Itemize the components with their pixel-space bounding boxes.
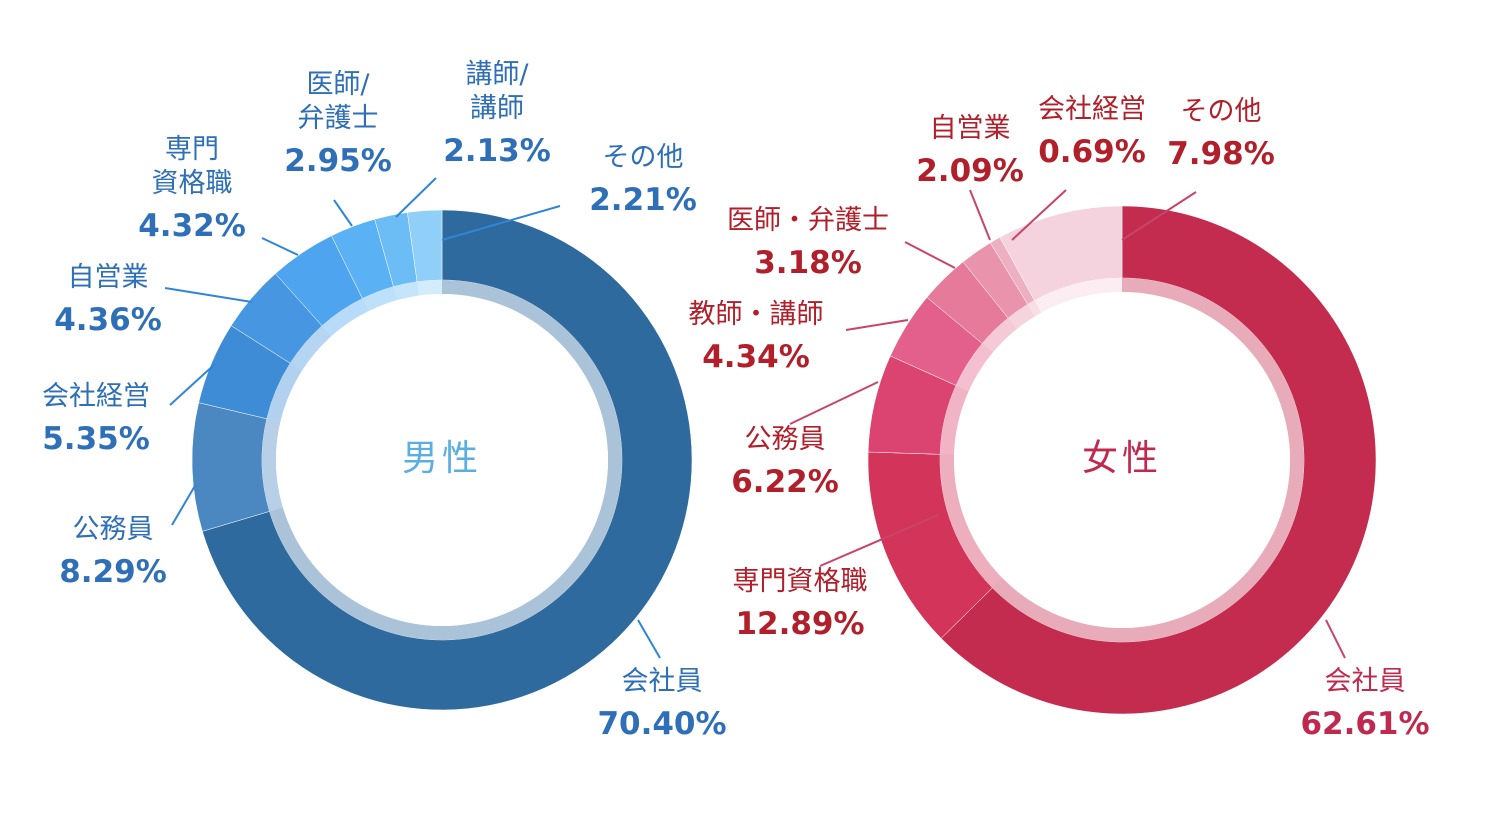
slice-value-7: 2.21%	[589, 182, 697, 218]
slice-ring-0	[992, 278, 1305, 642]
donut-hole	[276, 294, 608, 626]
slice-label-3: 自営業	[68, 262, 149, 293]
slice-label-5: 弁護士	[298, 103, 379, 134]
slice-label-6: 講師/	[465, 59, 529, 90]
slice-ring-7	[417, 280, 442, 296]
slice-value-2: 5.35%	[42, 421, 150, 457]
slice-value-1: 12.89%	[735, 606, 864, 642]
slice-label-2: 会社経営	[42, 381, 150, 412]
slice-value-5: 2.95%	[284, 143, 392, 179]
leader-line-4	[904, 241, 956, 269]
leader-line-5	[969, 189, 991, 241]
slice-value-6: 2.13%	[443, 133, 551, 169]
slice-value-4: 4.32%	[138, 208, 246, 244]
slice-ring-3	[290, 325, 332, 371]
chart-title: 女性	[1082, 438, 1162, 479]
slice-ring-1	[262, 418, 283, 512]
slice-label-7: その他	[603, 142, 684, 173]
slice-label-6: 講師	[470, 93, 524, 124]
slice-value-0: 70.40%	[597, 706, 726, 742]
slice-1	[191, 402, 270, 532]
slice-ring-6	[1027, 300, 1042, 317]
leader-line-3	[164, 287, 253, 303]
slice-ring-2	[266, 363, 303, 422]
slice-ring-4	[982, 318, 1017, 353]
slice-value-5: 2.09%	[916, 153, 1024, 189]
slice-label-6: 会社経営	[1038, 94, 1146, 125]
leader-line-7	[1121, 191, 1197, 241]
slice-value-3: 4.36%	[54, 302, 162, 338]
slice-ring-3	[955, 343, 993, 392]
leader-line-0	[1325, 619, 1346, 659]
slice-label-1: 公務員	[73, 514, 154, 545]
slice-label-7: その他	[1181, 96, 1262, 127]
slice-label-3: 教師・講師	[689, 299, 824, 330]
leader-line-1	[819, 514, 939, 567]
leader-line-0	[637, 619, 661, 659]
slice-7	[999, 205, 1123, 301]
slice-label-5: 自営業	[930, 113, 1011, 144]
slice-value-1: 8.29%	[59, 554, 167, 590]
slice-ring-7	[1034, 278, 1122, 313]
slice-0	[202, 209, 693, 711]
slice-ring-6	[393, 281, 420, 301]
slice-value-3: 4.34%	[702, 339, 810, 375]
slice-label-4: 医師・弁護士	[727, 205, 889, 236]
slice-value-6: 0.69%	[1038, 134, 1146, 170]
leader-line-5	[333, 199, 353, 227]
slice-ring-1	[940, 454, 1003, 588]
slice-value-2: 6.22%	[731, 464, 839, 500]
leader-line-2	[169, 363, 216, 406]
leader-line-7	[441, 205, 561, 241]
slice-value-4: 3.18%	[754, 245, 862, 281]
slice-ring-2	[940, 385, 969, 455]
slice-label-1: 専門資格職	[733, 566, 868, 597]
leader-line-2	[789, 381, 879, 425]
leader-line-1	[171, 483, 197, 526]
leader-line-3	[845, 319, 909, 331]
slice-label-4: 専門	[165, 134, 219, 165]
slice-ring-5	[1008, 304, 1035, 329]
slice-7	[407, 209, 443, 283]
slice-label-2: 公務員	[745, 424, 826, 455]
chart-title: 男性	[402, 438, 482, 479]
leader-line-6	[1011, 189, 1067, 241]
donut-hole	[954, 292, 1290, 628]
slice-label-0: 会社員	[1325, 666, 1406, 697]
slice-label-0: 会社員	[622, 666, 703, 697]
slice-label-4: 資格職	[152, 168, 233, 199]
slice-value-7: 7.98%	[1167, 136, 1275, 172]
slice-label-5: 医師/	[306, 69, 370, 100]
slice-value-0: 62.61%	[1300, 706, 1429, 742]
leader-line-4	[261, 237, 299, 256]
leader-line-6	[395, 177, 437, 218]
slice-0	[940, 205, 1377, 715]
slice-ring-4	[322, 298, 369, 337]
slice-ring-5	[362, 286, 398, 312]
